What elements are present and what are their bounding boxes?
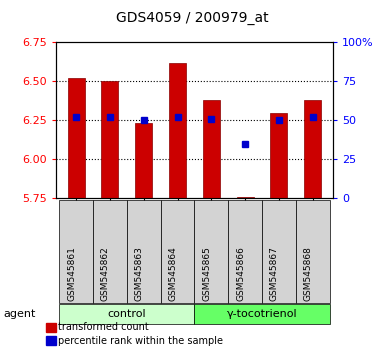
Bar [102,81,118,198]
Text: GSM545866: GSM545866 [236,246,245,301]
Text: percentile rank within the sample: percentile rank within the sample [58,336,223,346]
Bar [169,63,186,198]
Bar [237,197,254,198]
Text: GSM545861: GSM545861 [67,246,76,301]
Bar [203,100,220,198]
Text: γ-tocotrienol: γ-tocotrienol [227,309,297,319]
Text: GSM545867: GSM545867 [270,246,279,301]
Bar [271,113,287,198]
Text: transformed count: transformed count [58,322,149,332]
Text: GSM545868: GSM545868 [304,246,313,301]
Text: GSM545863: GSM545863 [135,246,144,301]
Text: GSM545865: GSM545865 [203,246,211,301]
Text: control: control [107,309,146,319]
Text: GSM545862: GSM545862 [101,246,110,301]
Bar [304,100,321,198]
Bar [135,124,152,198]
Text: agent: agent [4,309,36,319]
Bar [68,78,85,198]
Text: GSM545864: GSM545864 [169,246,177,301]
Text: GDS4059 / 200979_at: GDS4059 / 200979_at [116,11,269,25]
